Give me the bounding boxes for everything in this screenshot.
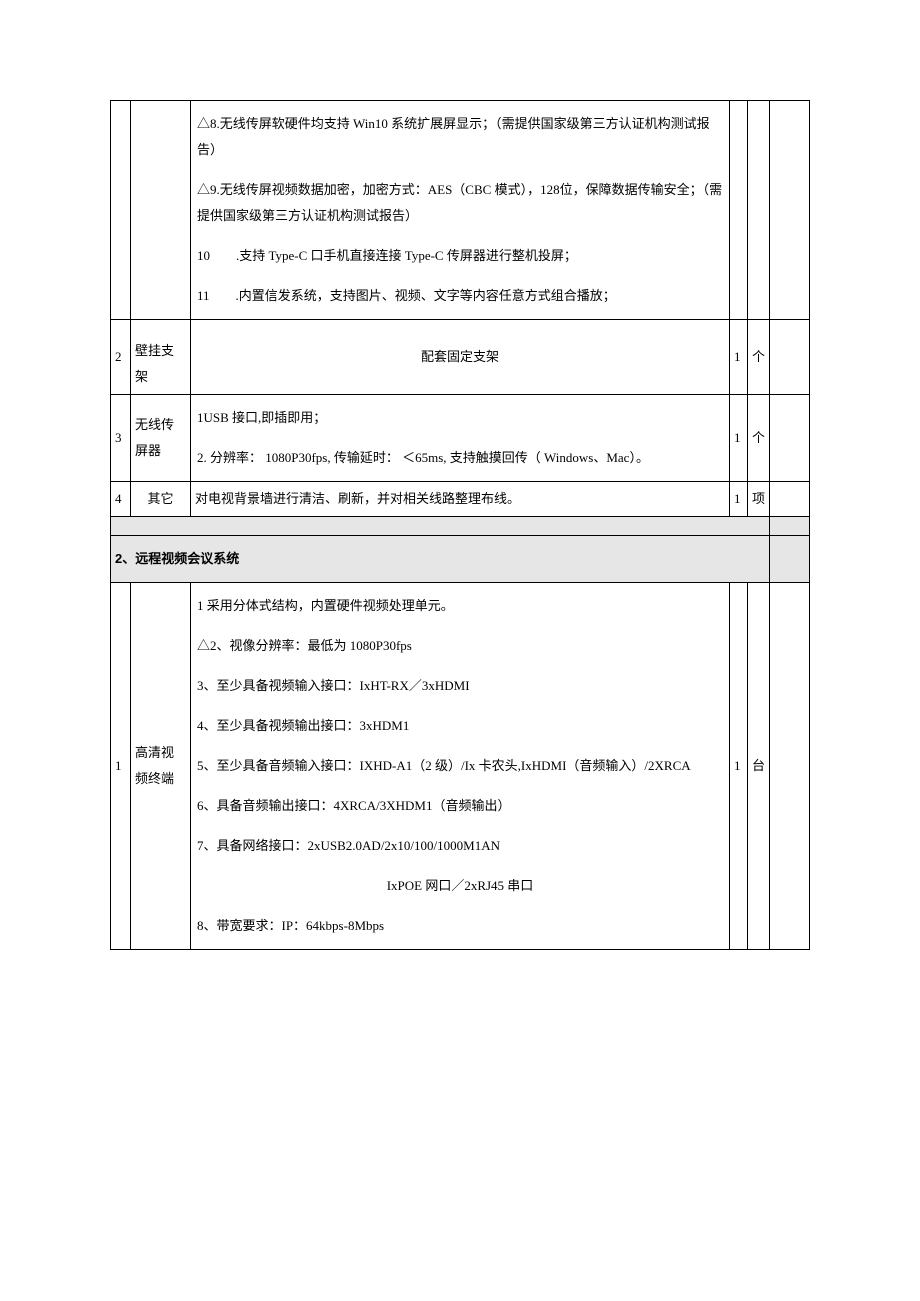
section-header-row: 2、远程视频会议系统 <box>111 536 810 583</box>
unit-cell: 个 <box>748 395 770 482</box>
name-cell: 其它 <box>131 482 191 517</box>
name-cell <box>131 101 191 320</box>
name-cell: 无线传屏器 <box>131 395 191 482</box>
idx-cell: 3 <box>111 395 131 482</box>
desc-para: △8.无线传屏软硬件均支持 Win10 系统扩展屏显示；（需提供国家级第三方认证… <box>197 111 723 163</box>
desc-para: △9.无线传屏视频数据加密，加密方式：AES（CBC 模式），128位，保障数据… <box>197 177 723 229</box>
qty-cell: 1 <box>730 482 748 517</box>
qty-cell: 1 <box>730 583 748 950</box>
desc-para: 1 采用分体式结构，内置硬件视频处理单元。 <box>197 593 723 619</box>
idx-cell <box>111 101 131 320</box>
name-cell: 壁挂支架 <box>131 320 191 395</box>
desc-para: IxPOE 网口／2xRJ45 串口 <box>197 873 723 899</box>
desc-para: 7、具备网络接口：2xUSB2.0AD/2x10/100/1000M1AN <box>197 833 723 859</box>
section-label: 2、远程视频会议系统 <box>111 536 770 583</box>
unit-cell: 台 <box>748 583 770 950</box>
unit-cell: 个 <box>748 320 770 395</box>
desc-para: 4、至少具备视频输出接口：3xHDM1 <box>197 713 723 739</box>
idx-cell: 1 <box>111 583 131 950</box>
name-cell: 高清视频终端 <box>131 583 191 950</box>
table-row: 1 高清视频终端 1 采用分体式结构，内置硬件视频处理单元。 △2、视像分辨率：… <box>111 583 810 950</box>
qty-cell: 1 <box>730 320 748 395</box>
blank-cell <box>770 101 810 320</box>
desc-para: 11 .内置信发系统，支持图片、视频、文字等内容任意方式组合播放； <box>197 283 723 309</box>
desc-para: △2、视像分辨率：最低为 1080P30fps <box>197 633 723 659</box>
unit-cell: 项 <box>748 482 770 517</box>
desc-para: 2. 分辨率： 1080P30fps, 传输延时： ＜65ms, 支持触摸回传（… <box>197 445 723 471</box>
table-row: 2 壁挂支架 配套固定支架 1 个 <box>111 320 810 395</box>
desc-cell: 1USB 接口,即插即用； 2. 分辨率： 1080P30fps, 传输延时： … <box>191 395 730 482</box>
table-row: 3 无线传屏器 1USB 接口,即插即用； 2. 分辨率： 1080P30fps… <box>111 395 810 482</box>
desc-para: 3、至少具备视频输入接口：IxHT-RX／3xHDMI <box>197 673 723 699</box>
blank-cell <box>770 536 810 583</box>
desc-cell: 配套固定支架 <box>191 320 730 395</box>
desc-para: 1USB 接口,即插即用； <box>197 405 723 431</box>
spec-table: △8.无线传屏软硬件均支持 Win10 系统扩展屏显示；（需提供国家级第三方认证… <box>110 100 810 950</box>
spacer-row <box>111 517 810 536</box>
qty-cell: 1 <box>730 395 748 482</box>
desc-para: 5、至少具备音频输入接口：IXHD-A1（2 级）/Ix 卡农头,IxHDMI（… <box>197 753 723 779</box>
blank-cell <box>770 320 810 395</box>
blank-cell <box>770 583 810 950</box>
unit-cell <box>748 101 770 320</box>
qty-cell <box>730 101 748 320</box>
blank-cell <box>770 482 810 517</box>
blank-cell <box>770 395 810 482</box>
table-row: 4 其它 对电视背景墙进行清洁、刷新，并对相关线路整理布线。 1 项 <box>111 482 810 517</box>
desc-cell: △8.无线传屏软硬件均支持 Win10 系统扩展屏显示；（需提供国家级第三方认证… <box>191 101 730 320</box>
desc-para: 10 .支持 Type-C 口手机直接连接 Type-C 传屏器进行整机投屏； <box>197 243 723 269</box>
desc-cell: 对电视背景墙进行清洁、刷新，并对相关线路整理布线。 <box>191 482 730 517</box>
idx-cell: 4 <box>111 482 131 517</box>
desc-center: 配套固定支架 <box>195 344 725 370</box>
table-row: △8.无线传屏软硬件均支持 Win10 系统扩展屏显示；（需提供国家级第三方认证… <box>111 101 810 320</box>
idx-cell: 2 <box>111 320 131 395</box>
desc-cell: 1 采用分体式结构，内置硬件视频处理单元。 △2、视像分辨率：最低为 1080P… <box>191 583 730 950</box>
desc-para: 8、带宽要求：IP：64kbps-8Mbps <box>197 913 723 939</box>
desc-single: 对电视背景墙进行清洁、刷新，并对相关线路整理布线。 <box>195 491 520 506</box>
desc-para: 6、具备音频输出接口：4XRCA/3XHDM1（音频输出） <box>197 793 723 819</box>
